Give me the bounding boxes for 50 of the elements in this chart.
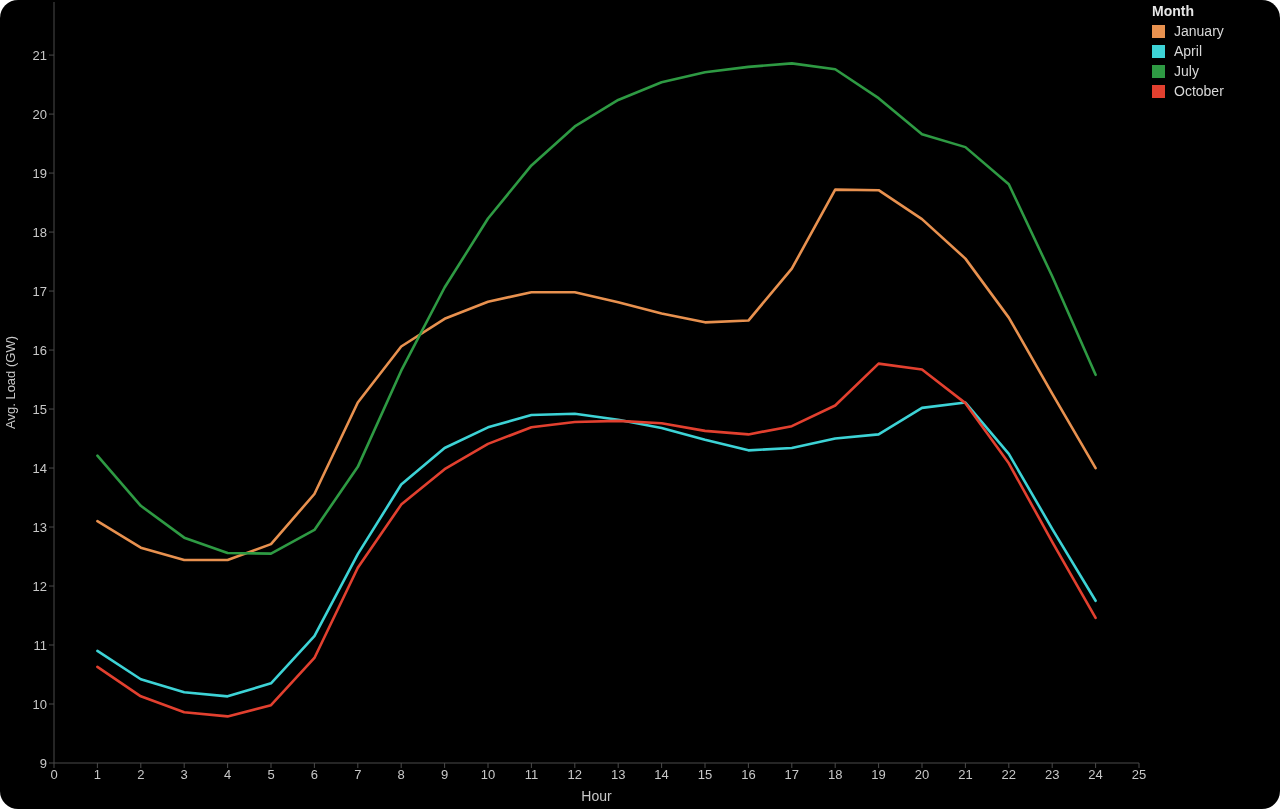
line-series xyxy=(96,188,1097,562)
x-tick-label: 18 xyxy=(827,767,843,783)
legend-label: April xyxy=(1174,43,1203,59)
y-tick-label: 11 xyxy=(33,637,47,653)
legend-title: Month xyxy=(1152,2,1195,21)
x-tick-label: 17 xyxy=(784,767,800,783)
x-tick-label: 12 xyxy=(567,767,583,783)
x-tick-label: 9 xyxy=(440,767,449,783)
x-tick-label: 11 xyxy=(524,767,539,783)
x-tick-label: 6 xyxy=(310,767,319,783)
y-tick-label: 21 xyxy=(32,47,47,63)
y-tick-label: 14 xyxy=(32,460,47,476)
y-tick-label: 10 xyxy=(32,696,47,712)
y-tick-label: 19 xyxy=(32,165,47,181)
x-tick-label: 1 xyxy=(93,767,102,783)
y-tick-label: 15 xyxy=(32,401,47,417)
line-series xyxy=(96,401,1097,698)
y-tick-label: 9 xyxy=(39,755,47,771)
x-tick-label: 13 xyxy=(610,767,626,783)
y-tick-label: 20 xyxy=(32,106,47,122)
y-axis-title: Avg. Load (GW) xyxy=(3,336,19,429)
y-tick-label: 16 xyxy=(32,342,47,358)
legend-label: January xyxy=(1174,23,1224,39)
x-tick-label: 19 xyxy=(871,767,886,783)
x-tick-label: 25 xyxy=(1131,767,1147,783)
x-tick-label: 3 xyxy=(180,767,188,783)
y-tick-label: 13 xyxy=(32,519,47,535)
x-tick-label: 8 xyxy=(397,767,405,783)
x-tick-label: 16 xyxy=(741,767,756,783)
x-tick-label: 15 xyxy=(697,767,713,783)
x-tick-label: 21 xyxy=(958,767,973,783)
y-tick-label: 17 xyxy=(32,283,47,299)
x-tick-label: 0 xyxy=(50,767,58,783)
x-tick-label: 7 xyxy=(354,767,362,783)
x-tick-label: 23 xyxy=(1044,767,1060,783)
legend-label: October xyxy=(1174,83,1224,99)
x-tick-label: 4 xyxy=(223,767,232,783)
x-tick-label: 2 xyxy=(137,767,145,783)
x-tick-label: 10 xyxy=(480,767,496,783)
x-tick-label: 5 xyxy=(267,767,275,783)
legend-label: July xyxy=(1174,63,1199,79)
x-axis-title: Hour xyxy=(581,788,612,804)
y-tick-label: 12 xyxy=(32,578,47,594)
line-series xyxy=(96,362,1097,718)
y-tick-label: 18 xyxy=(32,224,47,240)
x-tick-label: 22 xyxy=(1001,767,1017,783)
line-series xyxy=(96,62,1097,555)
x-tick-label: 14 xyxy=(654,767,669,783)
x-tick-label: 24 xyxy=(1088,767,1103,783)
x-tick-label: 20 xyxy=(914,767,930,783)
